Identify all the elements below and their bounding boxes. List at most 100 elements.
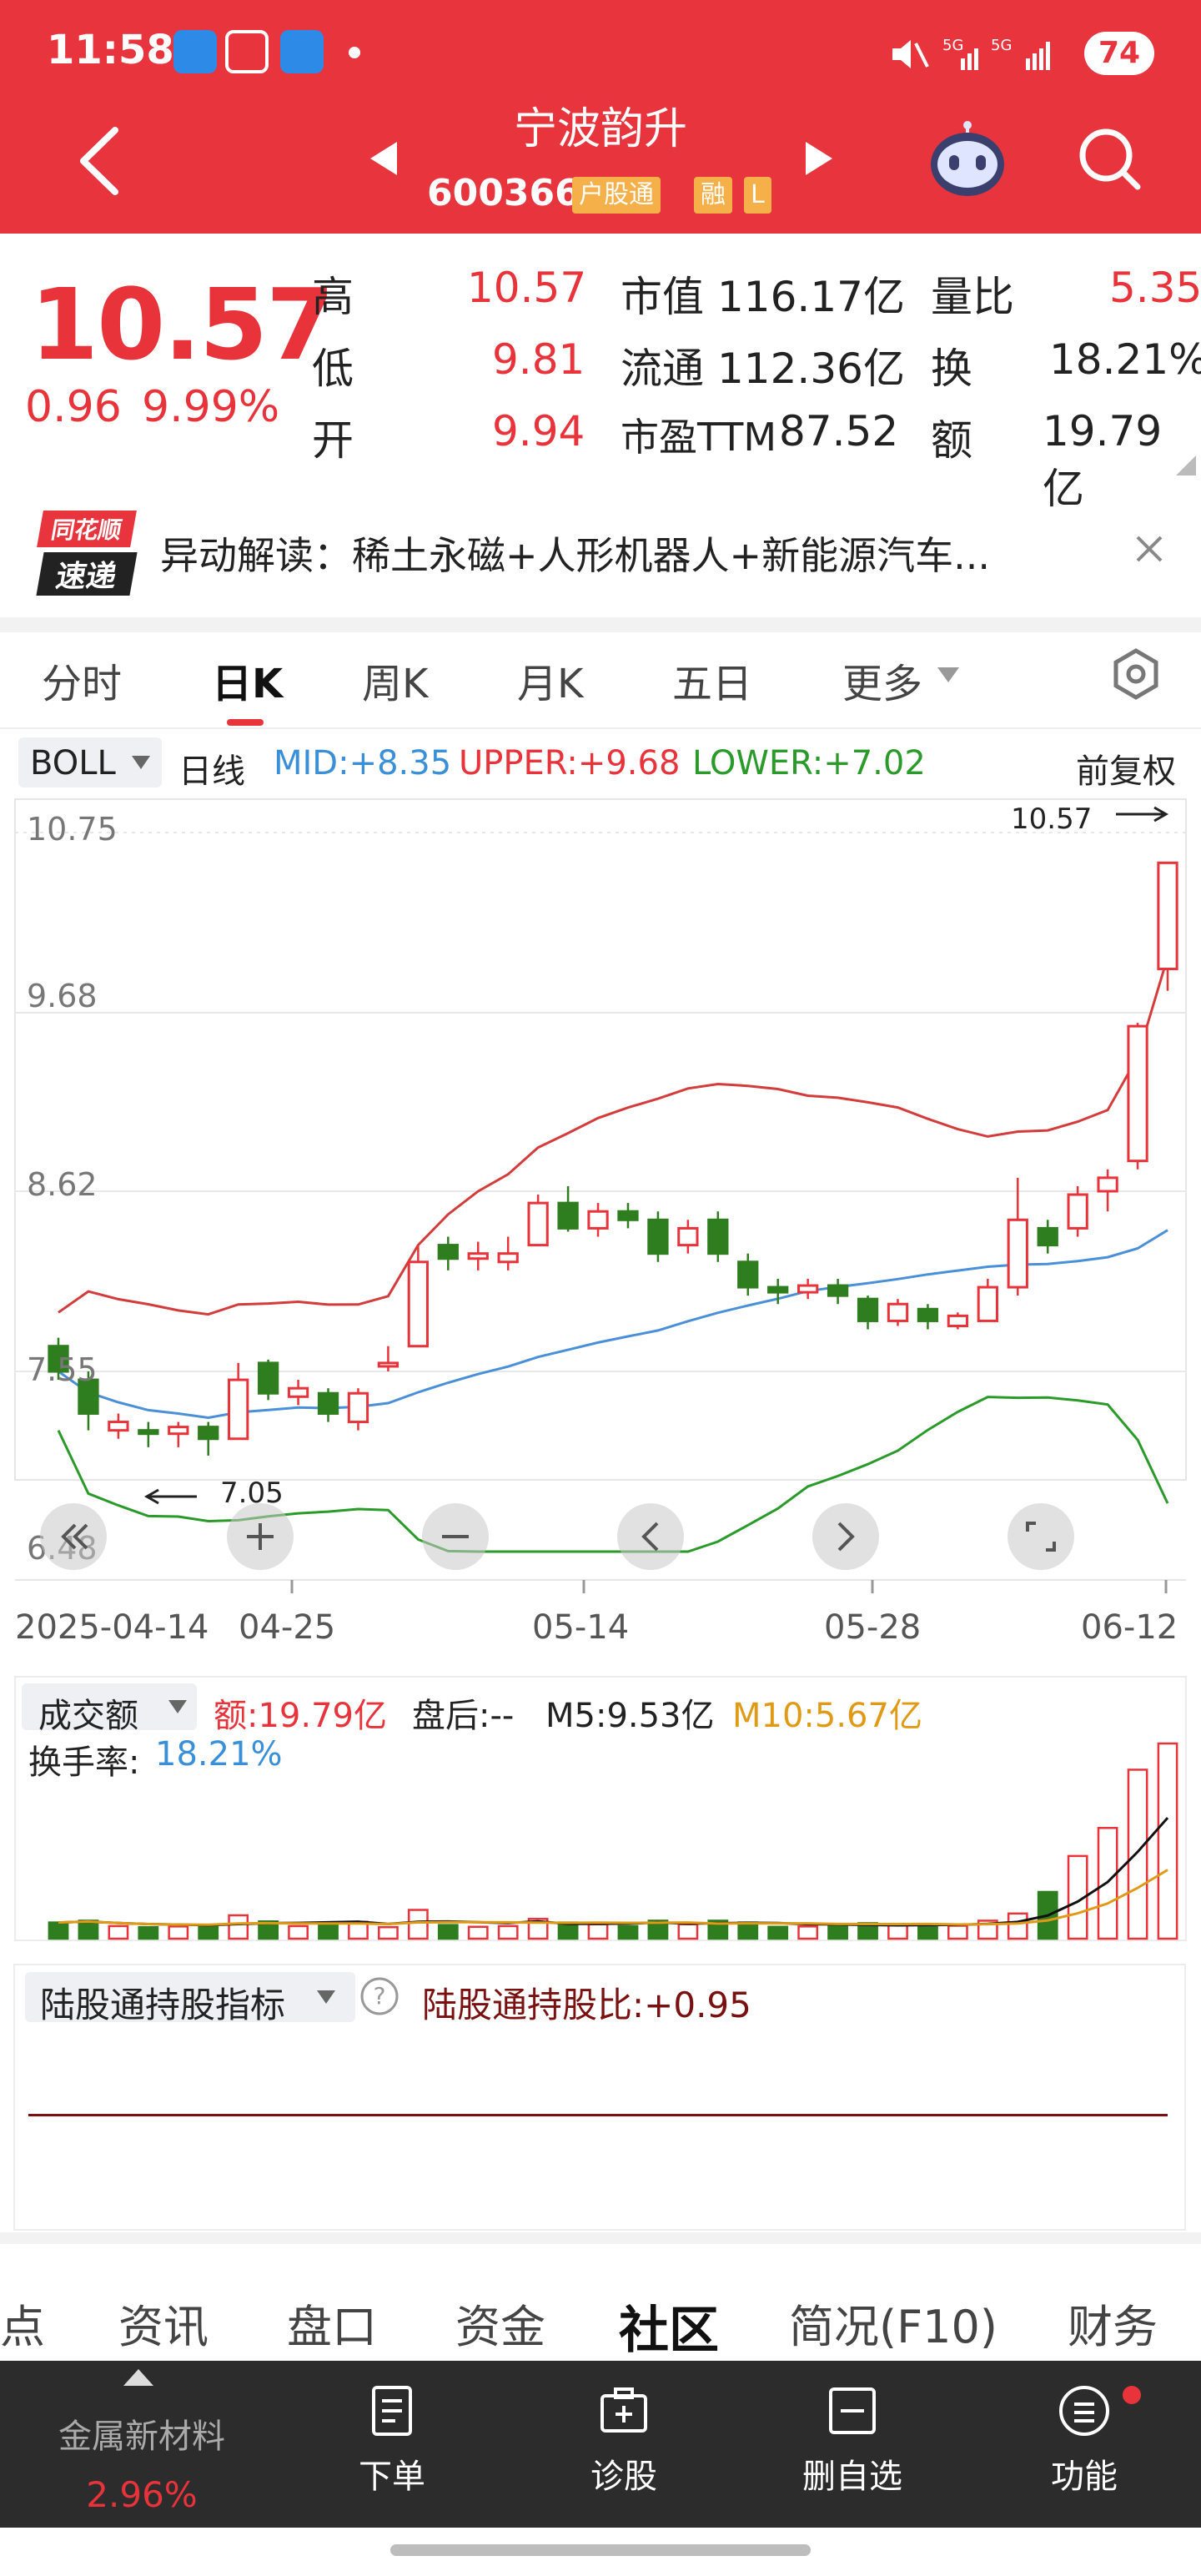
zoom-in-button[interactable] xyxy=(227,1503,294,1570)
close-icon[interactable] xyxy=(1134,534,1164,564)
tab-monthly-k[interactable]: 月K xyxy=(517,661,584,707)
pe-value: 87.52 xyxy=(779,407,899,455)
candle-body xyxy=(917,1307,939,1322)
sector-change: 2.96% xyxy=(86,2474,198,2515)
header-bar: 11:58 5G 5G 74 宁波韵升 600366 户股通 融 L xyxy=(0,0,1201,234)
volume-bar xyxy=(48,1921,69,1940)
stock-name: 宁波韵升 xyxy=(513,104,687,154)
caret-up-icon xyxy=(123,2369,153,2386)
robot-assistant-icon[interactable] xyxy=(926,118,1009,202)
next-button[interactable] xyxy=(812,1503,879,1570)
tab-weekly-k[interactable]: 周K xyxy=(362,661,429,707)
candle-body xyxy=(767,1285,789,1294)
news-logo: 同花顺 速递 xyxy=(36,511,138,596)
candle-body xyxy=(497,1252,519,1264)
search-icon[interactable] xyxy=(1076,125,1143,192)
tab-profile-f10[interactable]: 简况(F10) xyxy=(789,2301,997,2353)
minus-icon xyxy=(442,1535,469,1538)
volume-panel xyxy=(14,1676,1187,1941)
volume-bar xyxy=(1067,1854,1088,1940)
kline-chart[interactable] xyxy=(0,734,1201,2236)
candle xyxy=(1157,861,1178,991)
back-arrow-icon[interactable] xyxy=(75,123,125,199)
turnover-rate-label: 换手率: xyxy=(28,1743,140,1782)
boll-mid-line xyxy=(58,1229,1168,1420)
tab-more[interactable]: 更多 xyxy=(842,661,923,707)
candle xyxy=(527,1195,549,1247)
boll-lower: LOWER:+7.02 xyxy=(692,744,926,782)
candle-body xyxy=(377,1361,399,1368)
market-cap-value: 116.17亿 xyxy=(717,273,905,321)
settings-hexagon-icon[interactable] xyxy=(1109,647,1163,701)
tab-financials[interactable]: 财务 xyxy=(1068,2301,1158,2353)
x-tick: 04-25 xyxy=(239,1608,336,1647)
candle xyxy=(228,1362,249,1441)
expand-corner-icon[interactable] xyxy=(1176,455,1196,475)
indicator-period: 日线 xyxy=(178,752,245,791)
candle xyxy=(347,1388,369,1431)
candle-body xyxy=(407,1260,429,1348)
candle-body xyxy=(617,1210,639,1221)
tab-divider xyxy=(0,727,1201,729)
chevron-right-icon xyxy=(837,1522,855,1552)
open-label: 开 xyxy=(312,416,354,465)
diagnose-button[interactable]: 诊股 xyxy=(549,2384,699,2498)
candle-body xyxy=(347,1391,369,1424)
remove-watchlist-button[interactable]: 删自选 xyxy=(777,2384,927,2498)
tab-news[interactable]: 资讯 xyxy=(118,2301,209,2353)
candle xyxy=(797,1278,819,1300)
sub-indicator-selector[interactable] xyxy=(25,1972,355,2022)
tab-community[interactable]: 社区 xyxy=(619,2302,719,2360)
volume-m5-line xyxy=(58,1817,1169,1927)
low-label: 低 xyxy=(312,345,354,393)
tab-funds[interactable]: 资金 xyxy=(455,2301,545,2353)
order-button[interactable]: 下单 xyxy=(317,2384,467,2498)
functions-button[interactable]: 功能 xyxy=(1009,2384,1159,2498)
adjust-mode[interactable]: 前复权 xyxy=(1076,752,1176,791)
candle-body xyxy=(647,1218,669,1255)
volume-indicator-selector[interactable] xyxy=(22,1683,197,1730)
prev-stock-icon[interactable] xyxy=(367,140,400,177)
margin-tag: 融 xyxy=(694,177,732,214)
candle-body xyxy=(857,1297,879,1322)
x-tick: 2025-04-14 xyxy=(15,1608,209,1647)
tab-active-indicator xyxy=(227,719,264,726)
x-tick: 05-28 xyxy=(824,1608,922,1647)
volume-bar xyxy=(707,1919,729,1940)
tab-intraday[interactable]: 分时 xyxy=(42,661,123,707)
sector-name[interactable]: 金属新材料 xyxy=(58,2418,225,2456)
tab-five-day[interactable]: 五日 xyxy=(672,661,753,707)
candle-body xyxy=(48,1345,69,1373)
help-icon[interactable]: ? xyxy=(359,1975,400,2017)
high-label: 高 xyxy=(312,273,354,321)
tab-daily-k[interactable]: 日K xyxy=(212,661,284,707)
zoom-out-button[interactable] xyxy=(422,1503,489,1570)
candle xyxy=(557,1185,579,1232)
volume-bar xyxy=(467,1925,489,1940)
fast-rewind-button[interactable] xyxy=(40,1503,107,1570)
next-stock-icon[interactable] xyxy=(802,140,836,177)
candle xyxy=(168,1421,189,1447)
amount-label: 额 xyxy=(931,416,972,465)
fullscreen-button[interactable] xyxy=(1008,1503,1074,1570)
amount-value: 19.79亿 xyxy=(1043,407,1163,513)
volume-m5: M5:9.53亿 xyxy=(545,1697,715,1735)
x-tick: 05-14 xyxy=(532,1608,630,1647)
medical-kit-icon xyxy=(600,2387,647,2433)
volume-bar xyxy=(587,1923,609,1940)
tab-point[interactable]: 点 xyxy=(0,2301,45,2353)
candle xyxy=(1127,1023,1148,1170)
functions-label: 功能 xyxy=(1051,2458,1118,2496)
bottom-action-bar xyxy=(0,2361,1201,2528)
boll-lower-line xyxy=(57,1396,1169,1553)
price-change: 0.96 xyxy=(25,382,122,432)
tab-order-book[interactable]: 盘口 xyxy=(287,2301,377,2353)
prev-button[interactable] xyxy=(617,1503,684,1570)
candle-body xyxy=(1037,1226,1058,1247)
candle xyxy=(317,1388,339,1422)
chevron-down-icon xyxy=(132,756,150,769)
volume-m10-line xyxy=(58,1869,1168,1926)
news-banner[interactable]: 同花顺 速递 异动解读：稀土永磁+人形机器人+新能源汽车... xyxy=(0,484,1201,617)
high-arrow-head xyxy=(1153,806,1169,823)
volume-bar xyxy=(437,1924,459,1940)
